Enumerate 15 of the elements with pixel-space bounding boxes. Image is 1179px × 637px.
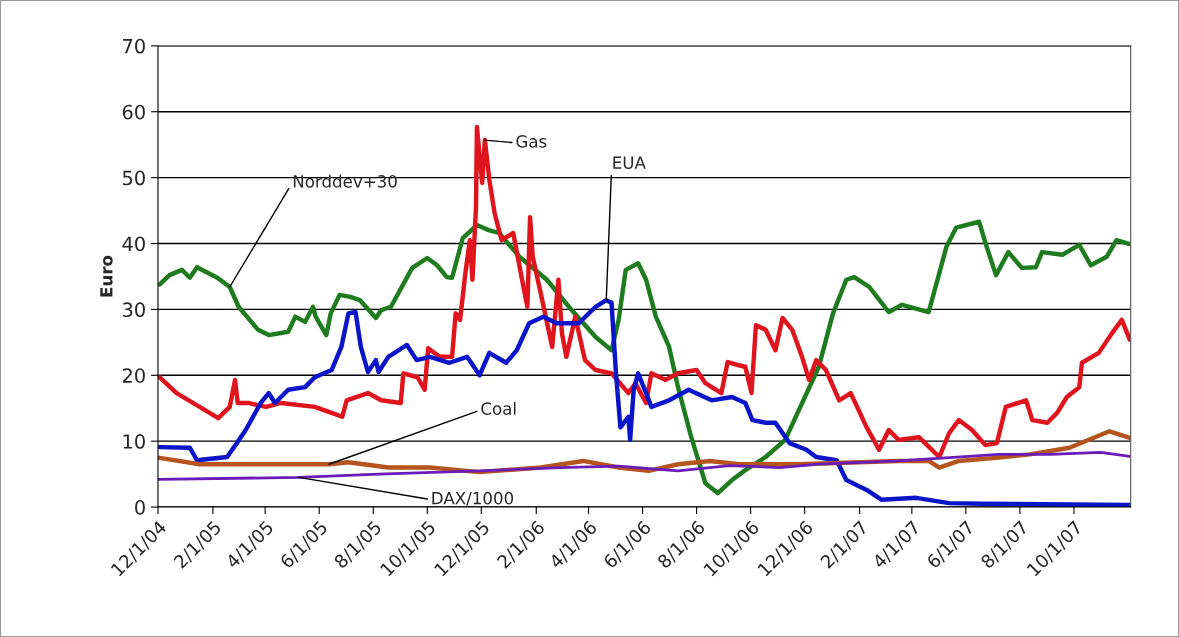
text: EUA [613,156,646,169]
y-axis-title: Euro [100,255,113,297]
y-tick-label: 50 [122,170,145,186]
y-tick-label: 70 [123,38,145,54]
y-tick-label: 0 [135,500,145,515]
y-tick-label: 20 [122,368,145,383]
y-tick-label: 30 [122,302,145,318]
y-tick-label: 10 [123,434,145,449]
y-tick-label: 60 [122,104,145,120]
series-label: DAX/1000 [432,491,514,506]
line-series [157,450,1131,481]
y-tick-label: 40 [122,236,145,252]
text: Norddev+30 [293,174,397,188]
text: Coal [481,402,516,415]
series-label: Gas [516,135,547,148]
